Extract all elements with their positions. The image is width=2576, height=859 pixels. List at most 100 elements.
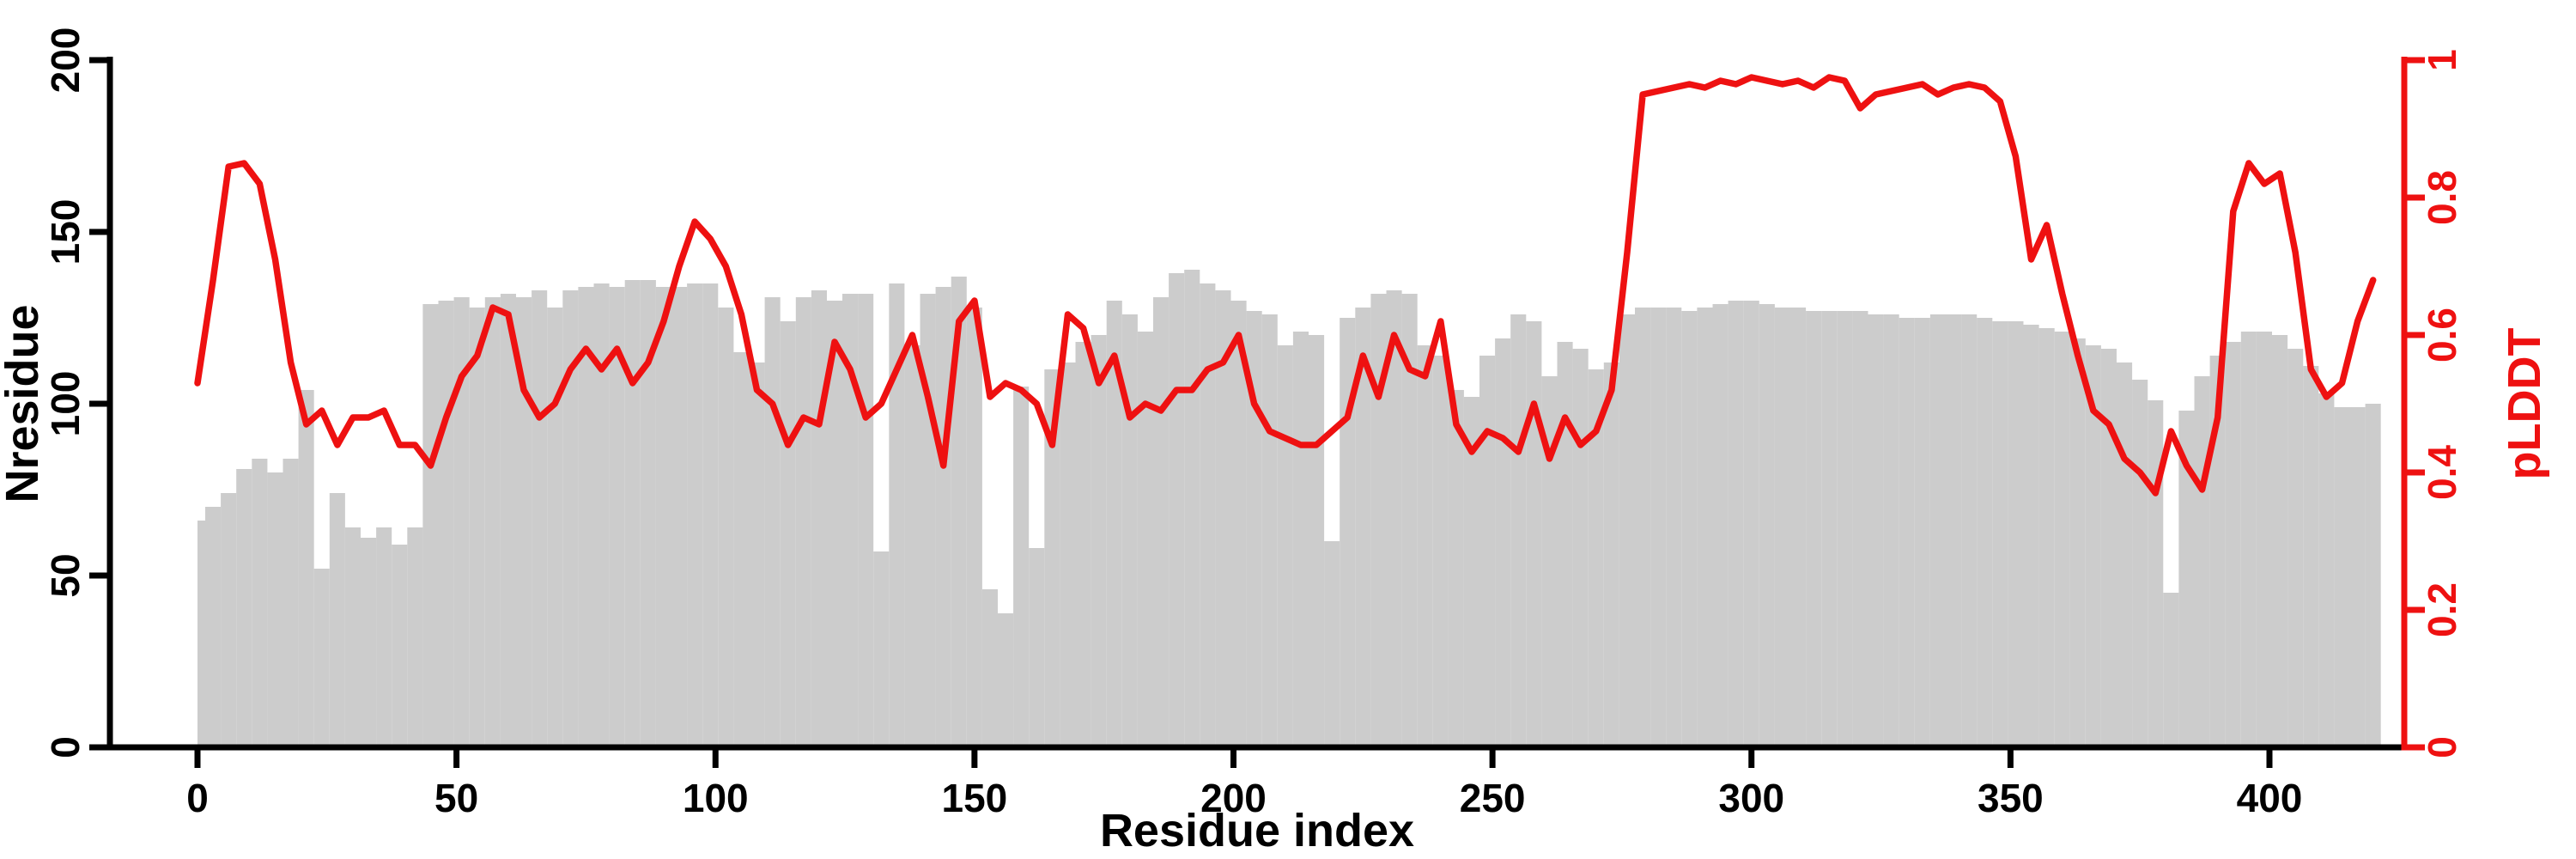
bar: [702, 283, 719, 747]
bar: [252, 459, 268, 747]
bar: [1060, 362, 1076, 747]
bar: [1837, 311, 1853, 747]
x-tick-label: 300: [1718, 776, 1784, 820]
bar: [2023, 325, 2039, 747]
bar: [1261, 314, 1278, 747]
bar: [2318, 393, 2335, 747]
bar: [283, 459, 299, 747]
bar: [1619, 314, 1635, 747]
bar: [2303, 366, 2319, 747]
bar: [2085, 345, 2101, 747]
right-axis: [2401, 57, 2425, 751]
bar: [1977, 318, 1993, 747]
bar: [2334, 407, 2350, 747]
bar: [1432, 356, 1449, 747]
bar: [1992, 321, 2008, 747]
bar: [2054, 332, 2070, 747]
bar: [1169, 273, 1185, 747]
bar: [500, 294, 516, 747]
bar: [1495, 338, 1511, 747]
bar: [2008, 321, 2024, 747]
bar: [1386, 290, 1402, 747]
bar: [1215, 290, 1231, 747]
left-tick-label: 150: [43, 199, 88, 265]
bar: [469, 308, 485, 747]
bar: [2194, 376, 2210, 747]
bar: [1479, 356, 1496, 747]
bar: [1929, 314, 1946, 747]
bar: [1572, 349, 1589, 747]
bar: [407, 527, 423, 747]
x-tick-label: 50: [434, 776, 478, 820]
bar: [935, 287, 951, 747]
bar: [1153, 297, 1170, 747]
bar: [1946, 314, 1962, 747]
bar: [2178, 411, 2195, 747]
bar: [1137, 332, 1153, 747]
bar: [966, 308, 982, 747]
bar: [205, 507, 222, 747]
bar: [981, 589, 998, 747]
bar: [1417, 345, 1433, 747]
left-tick-label: 50: [43, 553, 88, 597]
bar: [1510, 314, 1527, 747]
right-tick-label: 0.6: [2420, 308, 2464, 362]
y-right-axis-title: pLDDT: [2499, 328, 2550, 480]
bar: [376, 527, 392, 747]
bar: [1603, 362, 1619, 747]
plddt-line: [194, 74, 2377, 497]
x-tick-label: 350: [1978, 776, 2044, 820]
bar: [2100, 349, 2117, 747]
bar: [951, 277, 967, 747]
bar: [2148, 400, 2164, 747]
bar: [453, 297, 470, 747]
bar: [392, 545, 408, 747]
bar: [655, 287, 671, 747]
bar: [1728, 301, 1744, 747]
bar: [1666, 308, 1682, 747]
bar: [1463, 397, 1479, 747]
bar: [904, 345, 920, 747]
x-tick-label: 150: [942, 776, 1008, 820]
bar: [516, 297, 532, 747]
bar: [1914, 318, 1930, 747]
bar: [1370, 294, 1387, 747]
bar: [1044, 369, 1060, 747]
y-left-axis-title: Nresidue: [0, 304, 48, 503]
left-tick-label: 0: [43, 736, 88, 758]
bottom-axis: [106, 744, 2408, 768]
bar: [1790, 308, 1807, 747]
bar: [640, 280, 656, 747]
bar: [1230, 301, 1247, 747]
bar: [811, 290, 827, 747]
bar: [1121, 314, 1138, 747]
right-tick-label: 0: [2420, 736, 2464, 758]
bar: [329, 493, 345, 747]
bar: [1091, 335, 1107, 747]
bar: [1635, 308, 1651, 747]
bar: [1883, 314, 1899, 747]
bar: [1774, 308, 1790, 747]
bar: [1868, 314, 1884, 747]
bar: [609, 287, 625, 747]
bar: [1401, 294, 1418, 747]
bar: [998, 613, 1014, 747]
right-axis-tick-labels: 0 0.2 0.4 0.6 0.8 1: [2420, 49, 2464, 758]
bar: [422, 304, 439, 747]
right-tick-label: 0.2: [2420, 582, 2464, 637]
bar: [344, 527, 361, 747]
bar: [2287, 349, 2304, 747]
bar: [547, 308, 563, 747]
left-axis-tick-labels: 0 50 100 150 200: [43, 27, 88, 758]
bar: [1075, 342, 1091, 747]
bar: [795, 297, 811, 747]
bar: [1712, 304, 1728, 747]
right-tick-label: 0.8: [2420, 170, 2464, 225]
bar: [1246, 311, 1262, 747]
bar: [532, 290, 548, 747]
bar: [718, 308, 734, 747]
bar: [267, 472, 283, 747]
bar: [1743, 301, 1759, 747]
bar: [1526, 321, 1542, 747]
